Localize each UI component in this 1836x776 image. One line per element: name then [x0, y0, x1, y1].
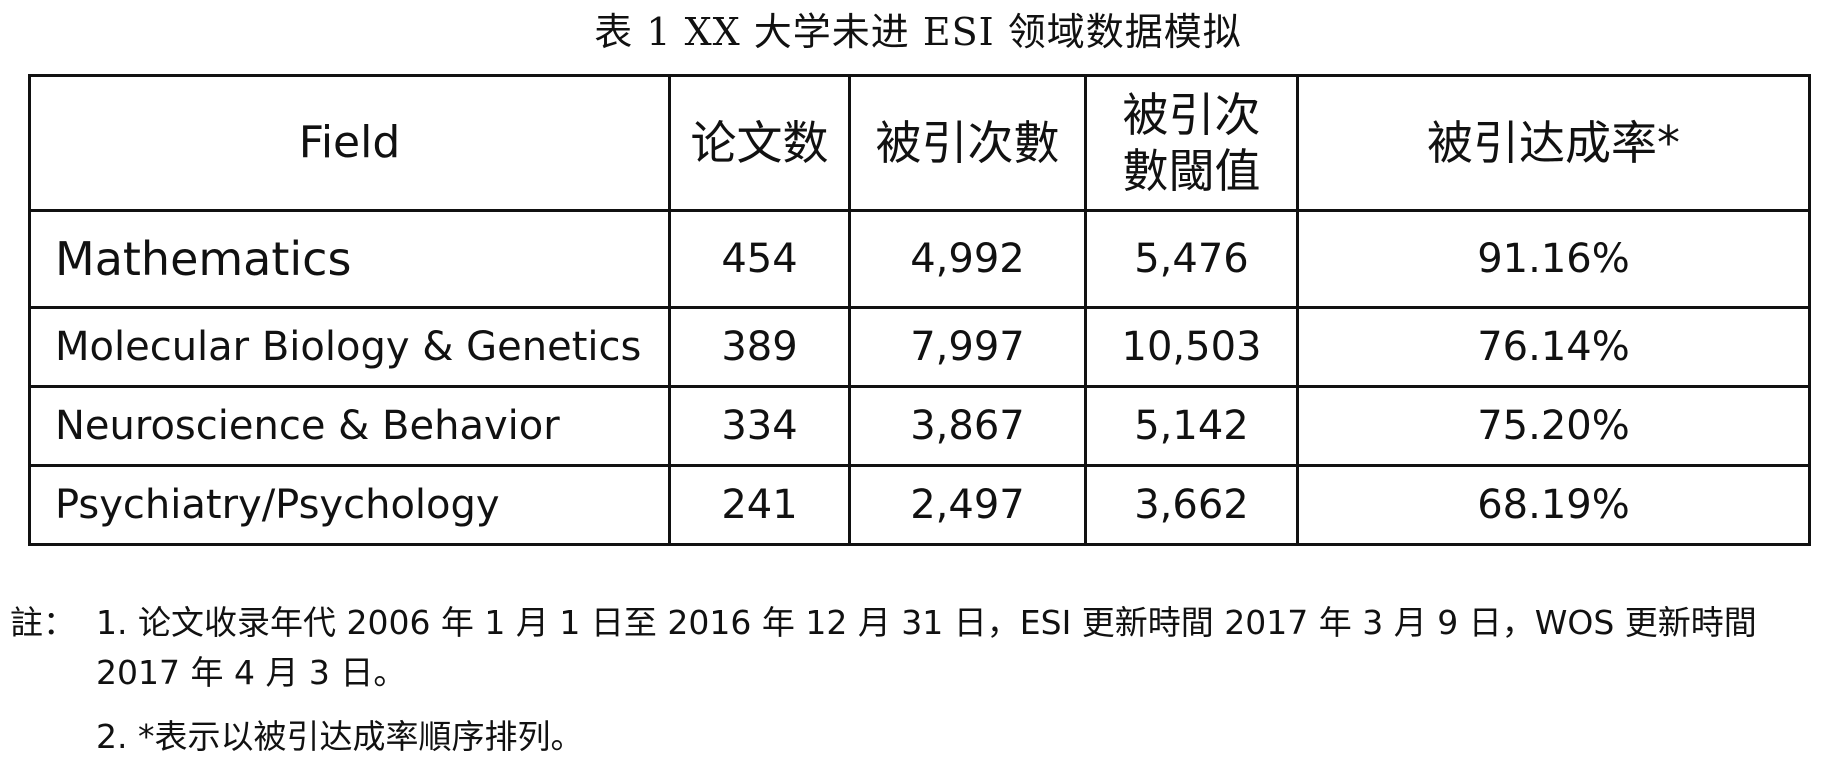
citation-threshold: 5,142 — [1084, 385, 1299, 467]
table-row: Mathematics 454 4,992 5,476 91.16% — [28, 209, 1811, 309]
paper-count: 454 — [668, 209, 851, 309]
table-header-row: Field 论文数 被引次數 被引次數閾值 被引达成率* — [28, 74, 1811, 212]
header-citations: 被引次數 — [848, 74, 1087, 212]
header-field: Field — [28, 74, 671, 212]
citation-rate: 91.16% — [1296, 209, 1811, 309]
paper-count: 241 — [668, 464, 851, 546]
citation-threshold: 5,476 — [1084, 209, 1299, 309]
header-citation-threshold: 被引次數閾值 — [1084, 74, 1299, 212]
field-name: Molecular Biology & Genetics — [28, 306, 671, 388]
field-name: Psychiatry/Psychology — [28, 464, 671, 546]
citation-threshold: 10,503 — [1084, 306, 1299, 388]
citation-rate: 75.20% — [1296, 385, 1811, 467]
field-name: Mathematics — [28, 209, 671, 309]
citations: 2,497 — [848, 464, 1087, 546]
citations: 4,992 — [848, 209, 1087, 309]
table-caption: 表 1 XX 大学未进 ESI 领域数据模拟 — [594, 10, 1242, 54]
citations: 3,867 — [848, 385, 1087, 467]
note-1-text: 1. 论文收录年代 2006 年 1 月 1 日至 2016 年 12 月 31… — [96, 603, 1757, 692]
table-row: Molecular Biology & Genetics 389 7,997 1… — [28, 306, 1811, 388]
notes-prefix: 註： — [10, 603, 76, 642]
citation-threshold: 3,662 — [1084, 464, 1299, 546]
note-2-text: 2. *表示以被引达成率順序排列。 — [96, 717, 584, 756]
paper-count: 334 — [668, 385, 851, 467]
table-row: Neuroscience & Behavior 334 3,867 5,142 … — [28, 385, 1811, 467]
header-paper-count: 论文数 — [668, 74, 851, 212]
table-notes: 註： 1. 论文收录年代 2006 年 1 月 1 日至 2016 年 12 月… — [10, 598, 1820, 762]
citation-rate: 68.19% — [1296, 464, 1811, 546]
esi-field-table: Field 论文数 被引次數 被引次數閾值 被引达成率* Mathematics… — [28, 74, 1811, 546]
citations: 7,997 — [848, 306, 1087, 388]
field-name: Neuroscience & Behavior — [28, 385, 671, 467]
citation-rate: 76.14% — [1296, 306, 1811, 388]
header-citation-rate: 被引达成率* — [1296, 74, 1811, 212]
paper-count: 389 — [668, 306, 851, 388]
note-1: 註： 1. 论文收录年代 2006 年 1 月 1 日至 2016 年 12 月… — [10, 598, 1820, 698]
table-row: Psychiatry/Psychology 241 2,497 3,662 68… — [28, 464, 1811, 546]
note-2: 2. *表示以被引达成率順序排列。 — [10, 712, 1820, 762]
